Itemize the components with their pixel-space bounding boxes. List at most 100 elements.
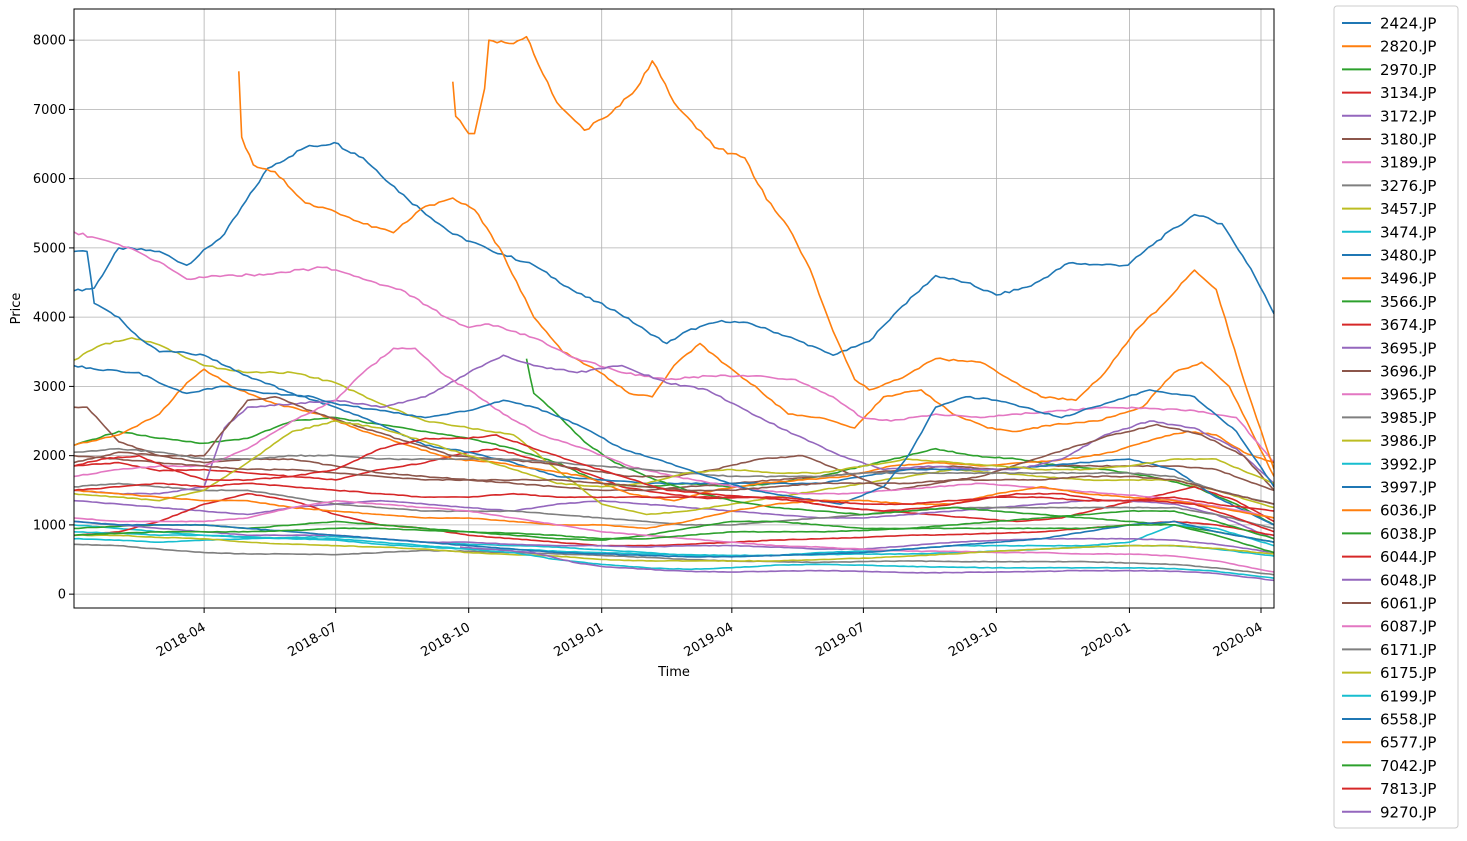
legend-entry: 6171.JP [1342,641,1436,659]
series-line-3695-jp [74,354,1274,495]
legend-entry: 9270.JP [1342,803,1436,821]
legend-label: 3189.JP [1380,154,1436,172]
y-tick-label: 1000 [33,518,66,533]
legend-label: 6044.JP [1380,548,1436,566]
legend-entry: 7813.JP [1342,780,1436,798]
y-tick-label: 4000 [33,311,66,326]
legend-label: 2820.JP [1380,38,1436,56]
legend-label: 6087.JP [1380,618,1436,636]
series-line-6036-jp [74,486,1274,530]
legend-label: 3992.JP [1380,455,1436,473]
legend-entry: 6175.JP [1342,664,1436,682]
legend-entry: 6044.JP [1342,548,1436,566]
series-line-6175-jp [74,534,1274,562]
legend-entry: 3134.JP [1342,84,1436,102]
legend-entry: 3997.JP [1342,479,1436,497]
legend-entry: 6199.JP [1342,687,1436,705]
legend-label: 6577.JP [1380,734,1436,752]
series-line-3985-jp [74,447,1274,505]
series-line-6048-jp [74,520,1274,554]
legend-entry: 3276.JP [1342,177,1436,195]
legend-entry: 3992.JP [1342,455,1436,473]
legend-label: 3997.JP [1380,479,1436,497]
legend-label: 3172.JP [1380,107,1436,125]
legend-label: 6199.JP [1380,687,1436,705]
series-line-6061-jp [74,454,1274,505]
series-line-6087-jp [74,499,1274,573]
legend-label: 7813.JP [1380,780,1436,798]
series-line-7042-jp [74,523,1274,554]
legend-label: 3965.JP [1380,386,1436,404]
y-tick-label: 8000 [33,34,66,49]
legend-label: 3985.JP [1380,409,1436,427]
legend-entry: 6038.JP [1342,525,1436,543]
legend-label: 6175.JP [1380,664,1436,682]
legend-entry: 2970.JP [1342,61,1436,79]
legend-entry: 3696.JP [1342,363,1436,381]
series-line-6044-jp [74,482,1274,512]
series-line-3172-jp [74,499,1274,540]
legend-entry: 3965.JP [1342,386,1436,404]
y-axis-ticks: 0 1000 2000 3000 4000 5000 6000 7000 8000 [33,34,74,603]
series-line-6171-jp [74,543,1274,576]
legend-entry: 2820.JP [1342,38,1436,56]
legend-box [1333,5,1459,829]
legend-label: 2424.JP [1380,15,1436,33]
y-tick-label: 3000 [33,380,66,395]
legend-entry: 3172.JP [1342,107,1436,125]
legend-label: 3457.JP [1380,200,1436,218]
series-line-3180-jp [74,406,1274,492]
legend-label: 6558.JP [1380,711,1436,729]
series-line-6038-jp [74,509,1274,541]
legend-entry: 6048.JP [1342,571,1436,589]
legend-entry: 3986.JP [1342,432,1436,450]
series-line-3496-jp [74,368,1274,502]
legend-entry: 3695.JP [1342,339,1436,357]
legend-label: 6036.JP [1380,502,1436,520]
legend-label: 9270.JP [1380,803,1436,821]
y-tick-label: 5000 [33,241,66,256]
series-line-3480-jp [74,250,1274,526]
legend-label: 3276.JP [1380,177,1436,195]
legend-label: 6171.JP [1380,641,1436,659]
legend-entry: 3457.JP [1342,200,1436,218]
legend-entry: 7042.JP [1342,757,1436,775]
legend-label: 3566.JP [1380,293,1436,311]
legend-label: 3180.JP [1380,131,1436,149]
legend-label: 6061.JP [1380,595,1436,613]
x-axis-label: Time [657,665,690,680]
series-line-2424-jp [74,141,1274,356]
series-line-9270-jp [459,546,1274,582]
legend-entry: 3180.JP [1342,131,1436,149]
y-axis-label: Price [9,293,24,325]
legend-label: 3496.JP [1380,270,1436,288]
legend-entry: 3496.JP [1342,270,1436,288]
legend-entry: 3189.JP [1342,154,1436,172]
legend-label: 3986.JP [1380,432,1436,450]
series-line-3134-jp [74,447,1274,523]
series-line-6577-jp [452,35,1274,470]
legend-entry: 6036.JP [1342,502,1436,520]
legend-label: 2970.JP [1380,61,1436,79]
legend-entry: 6558.JP [1342,711,1436,729]
legend-label: 6038.JP [1380,525,1436,543]
y-tick-label: 6000 [33,172,66,187]
y-tick-label: 2000 [33,449,66,464]
legend-label: 7042.JP [1380,757,1436,775]
series-lines [74,35,1274,582]
y-tick-label: 7000 [33,103,66,118]
legend-label: 3474.JP [1380,223,1436,241]
legend-entry: 6061.JP [1342,595,1436,613]
legend-entry: 2424.JP [1342,15,1436,33]
plot-area-frame [73,8,1275,609]
series-line-2820-jp [238,71,1274,477]
legend-label: 3696.JP [1380,363,1436,381]
legend-entry: 3480.JP [1342,247,1436,265]
legend: 2424.JP 2820.JP 2970.JP 3134.JP 3172.JP 3180.… [1333,5,1459,829]
legend-entry: 3985.JP [1342,409,1436,427]
series-line-3965-jp [74,347,1274,519]
y-tick-label: 0 [58,588,66,603]
series-line-6199-jp [74,531,1274,579]
legend-entry: 3566.JP [1342,293,1436,311]
